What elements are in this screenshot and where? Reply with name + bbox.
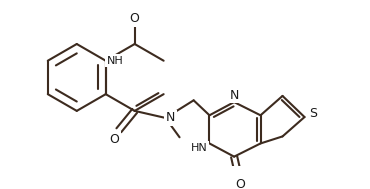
Text: O: O — [235, 178, 245, 189]
Text: N: N — [166, 112, 175, 124]
Text: O: O — [110, 132, 120, 146]
Text: O: O — [130, 12, 139, 25]
Text: NH: NH — [107, 56, 124, 66]
Text: S: S — [309, 107, 317, 120]
Text: N: N — [229, 88, 239, 101]
Text: HN: HN — [191, 143, 207, 153]
